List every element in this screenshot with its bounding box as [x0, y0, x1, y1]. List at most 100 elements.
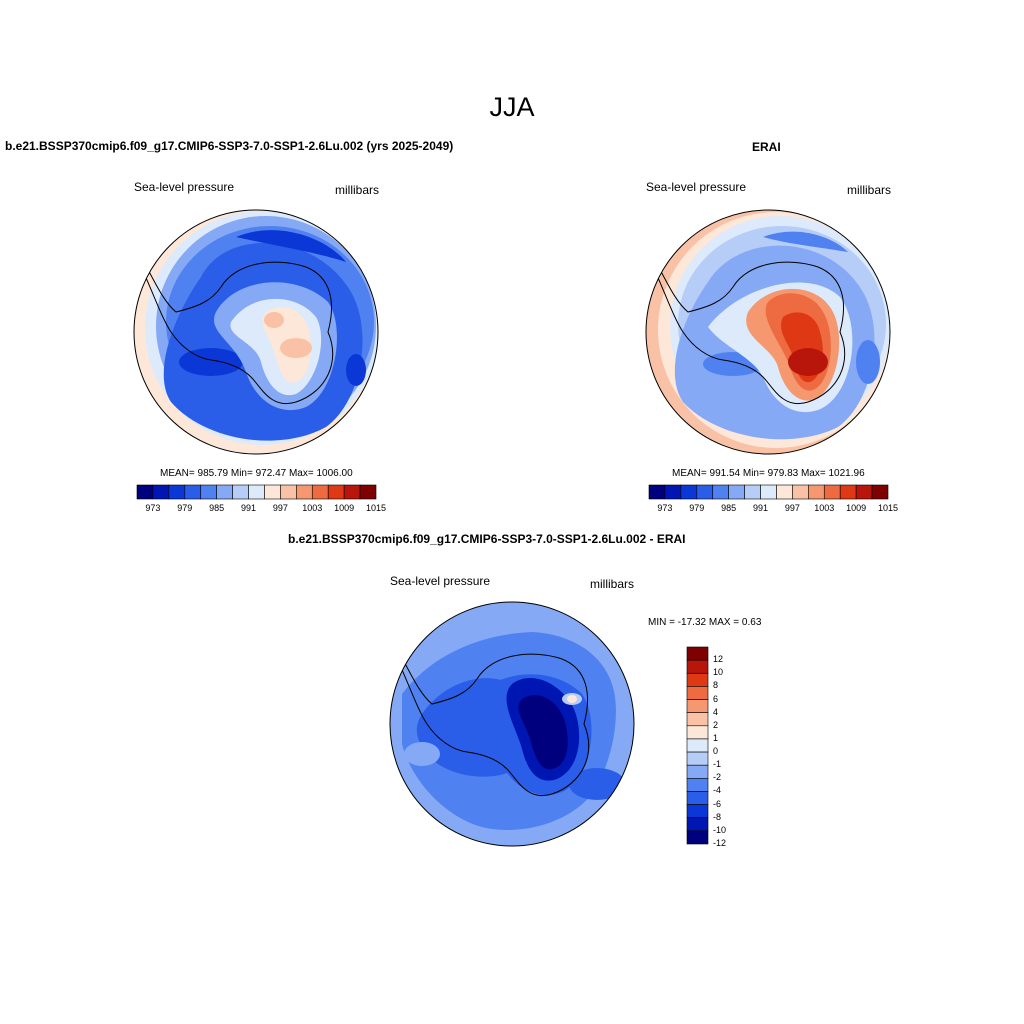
obs-field-low: [763, 231, 848, 252]
colorbar-tick-label: -10: [713, 824, 727, 835]
colorbar-tick-label: 985: [721, 503, 737, 513]
colorbar-tick-label: -8: [713, 811, 722, 822]
colorbar-box: [184, 484, 202, 500]
diff-stats: MIN = -17.32 MAX = 0.63: [648, 617, 762, 628]
colorbar-box: [855, 484, 873, 500]
colorbar-box: [792, 484, 809, 500]
colorbar-box: [296, 484, 313, 500]
diff-variable-label: Sea-level pressure: [390, 574, 491, 588]
colorbar-box: [168, 484, 186, 500]
diff-units-label: millibars: [590, 577, 635, 591]
colorbar-box: [216, 484, 233, 500]
colorbar-box: [359, 484, 377, 500]
colorbar-box: [686, 817, 709, 832]
colorbar-tick-label: 1015: [877, 503, 899, 513]
diff-map-border: [389, 601, 635, 847]
colorbar-tick-label: 991: [753, 503, 769, 513]
colorbar-tick-label: 2: [713, 719, 719, 730]
colorbar-tick-label: 10: [713, 667, 724, 678]
obs-variable-label: Sea-level pressure: [646, 180, 747, 194]
colorbar-tick-label: 1: [713, 732, 719, 743]
page-title: JJA: [489, 92, 535, 122]
colorbar-box: [839, 484, 857, 500]
colorbar-tick-label: 4: [713, 706, 719, 717]
colorbar-box: [200, 484, 217, 500]
colorbar-box: [248, 484, 265, 500]
colorbar-box: [664, 484, 682, 500]
colorbar-tick-label: 1003: [814, 503, 835, 513]
diff-polar-map: [389, 601, 635, 847]
colorbar-box: [264, 484, 281, 500]
colorbar-box: [712, 484, 729, 500]
model-field-low: [346, 354, 366, 386]
colorbar-box: [776, 484, 793, 500]
colorbar-box: [686, 738, 709, 753]
colorbar-tick-label: 997: [784, 503, 800, 513]
colorbar-tick-label: 6: [713, 693, 719, 704]
colorbar-tick-label: 973: [145, 503, 161, 513]
obs-field-low: [856, 340, 880, 384]
obs-case-title: ERAI: [752, 140, 781, 154]
colorbar-box: [744, 484, 761, 500]
obs-coastline: [652, 261, 846, 405]
model-field-low: [236, 230, 346, 262]
colorbar-box: [823, 484, 841, 500]
colorbar-tick-label: 997: [272, 503, 288, 513]
colorbar-box: [648, 484, 666, 500]
diff-field-neg12: [518, 695, 568, 770]
colorbar-box: [686, 791, 709, 805]
colorbar-box: [686, 672, 709, 687]
model-polar-map: [133, 209, 379, 455]
colorbar-tick-label: 979: [689, 503, 705, 513]
colorbar-box: [686, 699, 709, 713]
colorbar-tick-label: -12: [713, 838, 727, 848]
colorbar-box: [686, 659, 709, 674]
obs-polar-map: [645, 209, 891, 455]
colorbar-tick-label: -6: [713, 798, 722, 809]
model-colorbar: [136, 484, 377, 500]
colorbar-box: [686, 725, 709, 740]
diff-field-neg2: [404, 742, 440, 766]
obs-map-border: [645, 209, 891, 455]
diff-case-title: b.e21.BSSP370cmip6.f09_g17.CMIP6-SSP3-7.…: [288, 532, 686, 546]
diff-field-neg6: [569, 768, 625, 800]
colorbar-tick-label: -2: [713, 772, 722, 783]
colorbar-box: [311, 484, 329, 500]
diff-field-positive: [567, 695, 577, 703]
colorbar-tick-label: -4: [713, 785, 722, 796]
model-coastline: [140, 261, 334, 405]
model-units-label: millibars: [335, 183, 380, 197]
colorbar-box: [696, 484, 714, 500]
colorbar-box: [686, 751, 709, 766]
colorbar-box: [343, 484, 361, 500]
colorbar-tick-label: -1: [713, 759, 722, 770]
colorbar-box: [760, 484, 777, 500]
colorbar-tick-label: 1009: [846, 503, 867, 513]
colorbar-box: [680, 484, 698, 500]
model-case-title: b.e21.BSSP370cmip6.f09_g17.CMIP6-SSP3-7.…: [5, 139, 454, 153]
obs-field-max: [788, 348, 828, 376]
colorbar-box: [232, 484, 249, 500]
colorbar-box: [280, 484, 297, 500]
model-field-high: [264, 312, 284, 328]
colorbar-box: [152, 484, 170, 500]
colorbar-box: [808, 484, 825, 500]
diff-coastline: [396, 653, 590, 797]
colorbar-tick-label: 1009: [334, 503, 355, 513]
diff-colorbar: [686, 646, 709, 845]
colorbar-box: [686, 830, 709, 845]
colorbar-box: [327, 484, 345, 500]
colorbar-tick-label: 985: [209, 503, 225, 513]
colorbar-box: [686, 778, 709, 792]
colorbar-tick-label: 1015: [365, 503, 387, 513]
colorbar-tick-label: 979: [177, 503, 193, 513]
colorbar-box: [728, 484, 745, 500]
model-field-high: [280, 338, 312, 358]
obs-colorbar: [648, 484, 889, 500]
colorbar-tick-label: 991: [241, 503, 257, 513]
colorbar-box: [686, 804, 709, 819]
colorbar-tick-label: 8: [713, 680, 719, 691]
obs-stats: MEAN= 991.54 Min= 979.83 Max= 1021.96: [672, 468, 865, 479]
colorbar-box: [871, 484, 889, 500]
model-stats: MEAN= 985.79 Min= 972.47 Max= 1006.00: [160, 468, 353, 479]
